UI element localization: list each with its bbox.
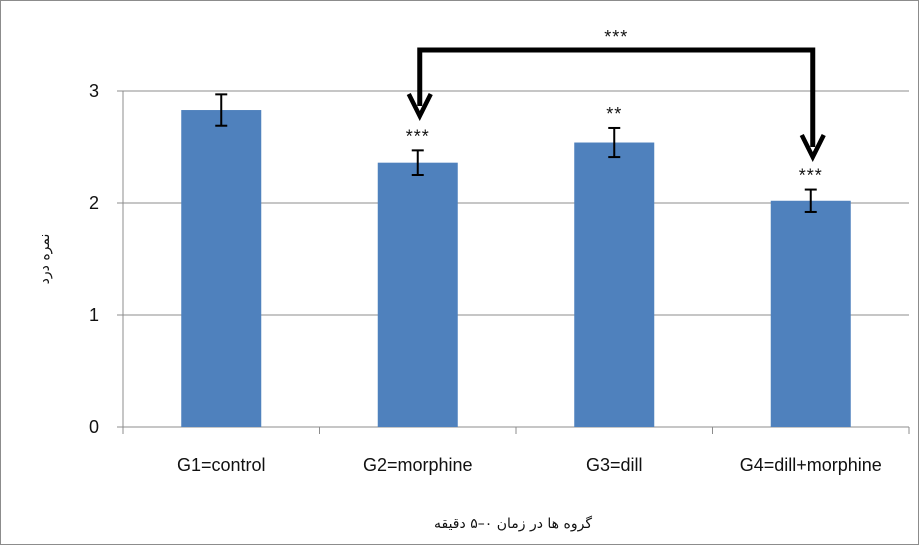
arrowhead-down: [406, 92, 433, 122]
significance-label: ***: [406, 126, 430, 146]
category-label: G1=control: [177, 455, 266, 475]
category-label: G4=dill+morphine: [740, 455, 882, 475]
y-axis-label: نمره درد: [37, 234, 53, 285]
comparison-label: ***: [604, 27, 628, 47]
significance-label: **: [606, 104, 622, 124]
category-label: G2=morphine: [363, 455, 473, 475]
error-bars: [215, 93, 817, 213]
y-tick-label: 0: [89, 417, 99, 437]
bar: [574, 142, 655, 427]
bar: [181, 110, 262, 427]
x-axis-label: گروه ها در زمان ۰–۵ دقیقه: [434, 515, 592, 532]
y-tick-label: 2: [89, 193, 99, 213]
significance-markers: ********: [406, 104, 823, 186]
bars: [181, 110, 851, 427]
significance-label: ***: [799, 166, 823, 186]
bar: [770, 200, 851, 427]
comparison-bracket: ***: [406, 27, 826, 163]
arrowhead-down: [799, 133, 826, 163]
bar: [377, 162, 458, 427]
x-axis-categories: G1=control G2=morphine G3=dill G4=dill+morp…: [177, 455, 882, 475]
y-tick-label: 3: [89, 81, 99, 101]
bracket-line: [417, 47, 816, 147]
y-tick-label: 1: [89, 305, 99, 325]
y-axis-ticks: 0 1 2 3: [89, 81, 99, 437]
category-label: G3=dill: [586, 455, 643, 475]
